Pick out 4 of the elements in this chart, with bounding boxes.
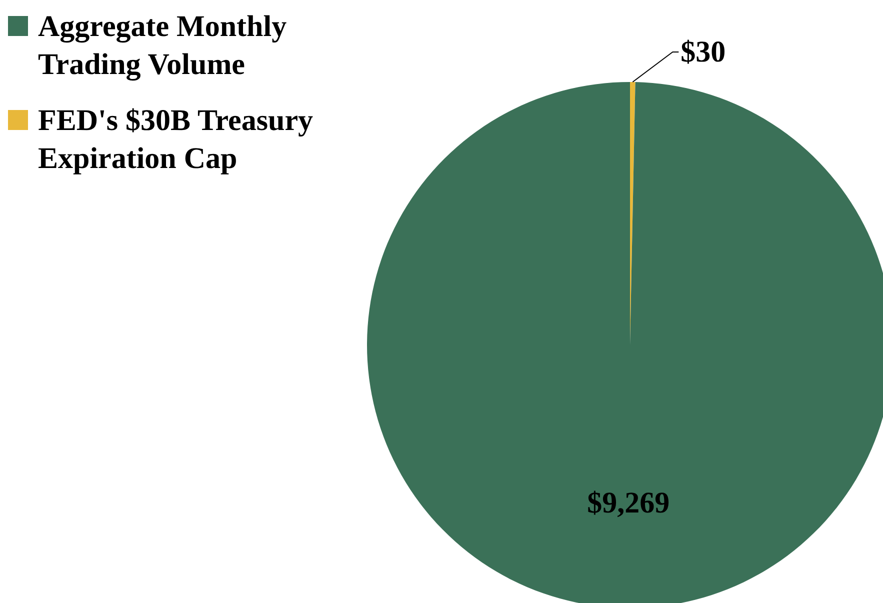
data-label: $9,269 [587, 486, 670, 520]
legend-label: FED's $30B Treasury Expiration Cap [38, 103, 314, 177]
data-label: $30 [680, 36, 726, 69]
legend-label: Aggregate Monthly Trading Volume [38, 9, 288, 83]
